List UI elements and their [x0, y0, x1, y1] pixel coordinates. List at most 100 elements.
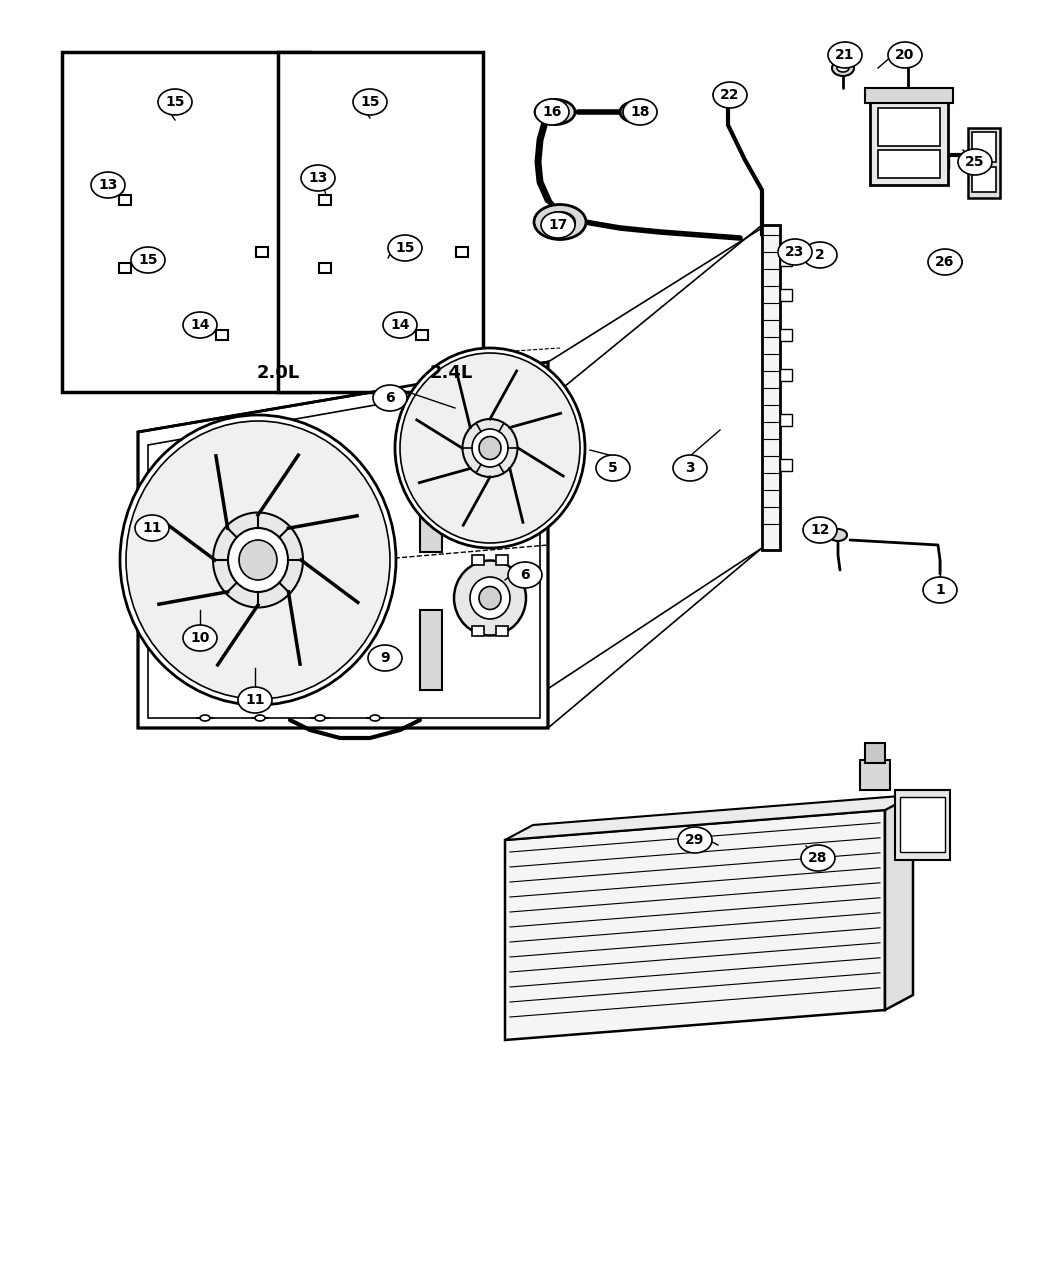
Ellipse shape [368, 645, 402, 671]
Ellipse shape [239, 541, 277, 580]
Text: 15: 15 [395, 241, 415, 255]
Bar [456, 247, 468, 258]
Text: 14: 14 [190, 317, 210, 332]
Ellipse shape [673, 455, 707, 481]
Ellipse shape [183, 312, 217, 338]
Bar [972, 167, 996, 193]
Ellipse shape [508, 562, 542, 588]
Ellipse shape [126, 421, 390, 699]
Ellipse shape [353, 89, 387, 115]
Ellipse shape [200, 715, 210, 720]
Bar [780, 289, 792, 301]
Text: 6: 6 [520, 567, 530, 581]
Ellipse shape [897, 47, 919, 62]
Ellipse shape [938, 255, 962, 269]
Bar [216, 330, 228, 340]
Text: 21: 21 [835, 48, 855, 62]
Bar [278, 52, 483, 391]
Bar [472, 626, 484, 636]
Ellipse shape [131, 247, 165, 273]
Ellipse shape [454, 561, 526, 635]
Bar [62, 52, 310, 391]
Text: 11: 11 [246, 694, 265, 708]
Ellipse shape [158, 89, 192, 115]
Text: 15: 15 [139, 252, 157, 266]
Ellipse shape [837, 64, 849, 71]
Ellipse shape [400, 353, 580, 543]
Text: 13: 13 [99, 179, 118, 193]
Ellipse shape [472, 428, 508, 467]
Bar [878, 108, 940, 147]
Ellipse shape [902, 51, 913, 59]
Bar [895, 790, 950, 861]
Ellipse shape [470, 578, 510, 618]
Bar [119, 195, 131, 205]
Ellipse shape [534, 204, 586, 240]
Ellipse shape [930, 581, 950, 595]
Bar [416, 330, 428, 340]
Bar [420, 460, 442, 552]
Ellipse shape [373, 385, 407, 411]
Text: 2.0L: 2.0L [257, 363, 300, 382]
Text: 20: 20 [896, 48, 915, 62]
Text: 11: 11 [142, 521, 162, 536]
Ellipse shape [801, 845, 835, 871]
Ellipse shape [536, 99, 569, 125]
Bar [496, 555, 508, 565]
Text: 2.4L: 2.4L [429, 363, 472, 382]
Bar [119, 263, 131, 273]
Ellipse shape [388, 235, 422, 261]
Ellipse shape [623, 99, 657, 125]
Ellipse shape [923, 578, 957, 603]
Text: 25: 25 [965, 156, 985, 170]
Bar [762, 224, 780, 550]
Text: 5: 5 [608, 462, 617, 476]
Text: 6: 6 [385, 391, 395, 405]
Text: 15: 15 [360, 96, 380, 108]
Ellipse shape [596, 455, 630, 481]
Text: 3: 3 [686, 462, 695, 476]
Bar [780, 254, 792, 266]
Text: 29: 29 [686, 833, 705, 847]
Ellipse shape [828, 42, 862, 68]
Ellipse shape [832, 60, 854, 76]
Bar [472, 555, 484, 565]
Ellipse shape [479, 436, 501, 459]
Ellipse shape [255, 715, 265, 720]
Polygon shape [505, 810, 885, 1040]
Text: 14: 14 [391, 317, 410, 332]
Ellipse shape [778, 238, 812, 265]
Ellipse shape [315, 715, 326, 720]
Text: 18: 18 [630, 105, 650, 119]
Text: 2: 2 [815, 249, 825, 261]
Bar [496, 626, 508, 636]
Ellipse shape [714, 85, 742, 105]
Ellipse shape [803, 516, 837, 543]
Ellipse shape [383, 312, 417, 338]
Bar [420, 609, 442, 690]
Bar [968, 128, 1000, 198]
Ellipse shape [830, 529, 847, 541]
Bar [870, 99, 948, 185]
Ellipse shape [888, 42, 922, 68]
Ellipse shape [213, 513, 303, 607]
Bar [319, 263, 331, 273]
Ellipse shape [786, 245, 810, 260]
Ellipse shape [479, 586, 501, 609]
Bar [319, 195, 331, 205]
Ellipse shape [543, 105, 567, 119]
Bar [865, 88, 953, 103]
Bar [780, 368, 792, 381]
Text: 15: 15 [165, 96, 185, 108]
Text: 23: 23 [785, 245, 804, 259]
Ellipse shape [462, 419, 518, 477]
Ellipse shape [183, 625, 217, 652]
Ellipse shape [91, 172, 125, 198]
Polygon shape [885, 796, 914, 1010]
Text: 1: 1 [936, 583, 945, 597]
Ellipse shape [713, 82, 747, 108]
Bar [972, 133, 996, 162]
Ellipse shape [395, 348, 585, 548]
Ellipse shape [545, 212, 575, 232]
Ellipse shape [803, 242, 837, 268]
